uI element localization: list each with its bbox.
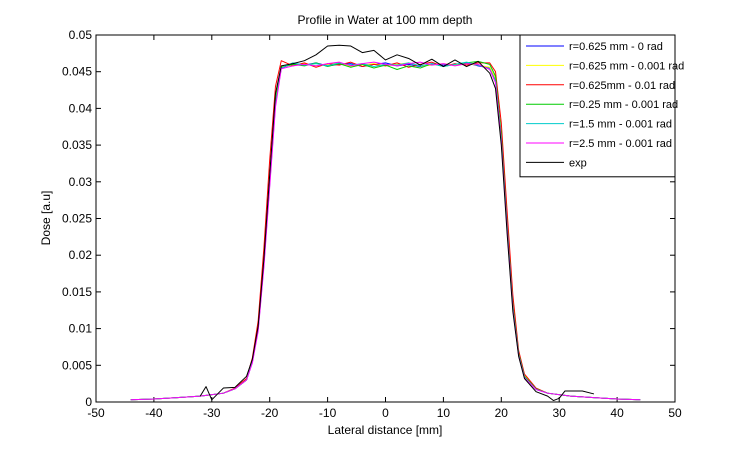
chart-title: Profile in Water at 100 mm depth [298,13,473,27]
x-tick-label: 20 [495,406,509,420]
series-line-7 [199,44,595,402]
y-tick-label: 0.01 [69,322,93,336]
x-tick-label: -20 [261,406,279,420]
legend-box [519,34,676,178]
x-tick-label: 30 [553,406,567,420]
x-tick-label: -30 [203,406,221,420]
legend-entry-label: r=0.625 mm - 0 rad [569,41,663,53]
y-tick-label: 0.005 [62,358,92,372]
y-tick-labels: 0 0.005 0.01 0.015 0.02 0.025 0.03 0.035 0.04 0.0… [62,28,92,409]
y-tick-label: 0.015 [62,285,92,299]
x-tick-label: -50 [87,406,105,420]
y-tick-label: 0.035 [62,138,92,152]
y-tick-label: 0.04 [69,101,93,115]
y-tick-label: 0.05 [69,28,93,42]
legend-entry-label: r=0.25 mm - 0.001 rad [569,99,678,111]
y-tick-label: 0.03 [69,175,93,189]
axes [95,34,676,403]
x-tick-label: -40 [145,406,163,420]
y-tick-label: 0 [85,395,92,409]
legend-entry-label: exp [569,157,587,169]
y-axis-label: Dose [a.u] [39,191,53,246]
x-tick-labels: -50 -40 -30 -20 -10 0 10 20 30 40 50 [87,406,682,420]
y-tick-label: 0.045 [62,65,92,79]
legend-entry-label: r=2.5 mm - 0.001 rad [569,138,672,150]
x-tick-label: 40 [610,406,624,420]
y-tick-label: 0.025 [62,212,92,226]
series-lines [130,44,641,402]
legend-entry-label: r=0.625 mm - 0.001 rad [569,60,684,72]
legend: r=0.625 mm - 0 rad r=0.625 mm - 0.001 rad… [519,34,684,178]
x-tick-label: 10 [437,406,451,420]
x-tick-label: 50 [668,406,682,420]
x-axis-label: Lateral distance [mm] [328,423,443,437]
x-tick-label: 0 [382,406,389,420]
x-tick-label: -10 [319,406,337,420]
y-tick-label: 0.02 [69,248,93,262]
legend-entry-label: r=1.5 mm - 0.001 rad [569,119,672,131]
legend-entry-label: r=0.625mm - 0.01 rad [569,80,675,92]
